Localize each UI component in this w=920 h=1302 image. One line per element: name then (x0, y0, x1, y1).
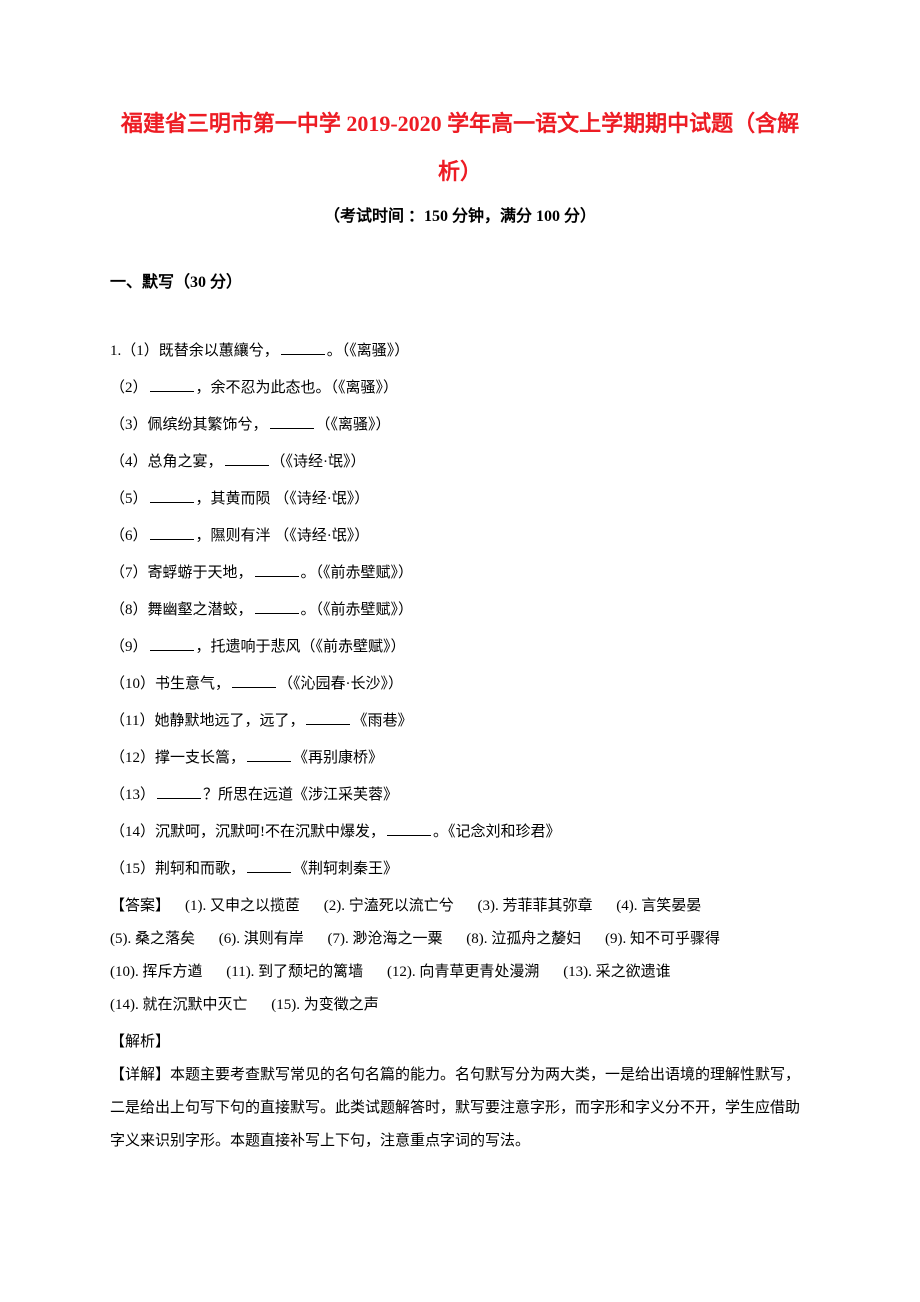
analysis-block: 【解析】 【详解】本题主要考查默写常见的名句名篇的能力。名句默写分为两大类，一是… (110, 1026, 810, 1158)
answer-item: (10). 挥斥方遒 (110, 964, 203, 980)
question-line: （14）沉默呵，沉默呵!不在沉默中爆发， 。《记念刘和珍君》 (110, 816, 810, 849)
detail-row: 【详解】本题主要考查默写常见的名句名篇的能力。名句默写分为两大类，一是给出语境的… (110, 1059, 810, 1158)
question-suffix: 。（《前赤壁赋》） (301, 602, 414, 618)
question-line: （15）荆轲和而歌， 《荆轲刺秦王》 (110, 853, 810, 886)
question-suffix: ，其黄而陨 （《诗经·氓》） (196, 491, 370, 507)
question-prefix: （14）沉默呵，沉默呵!不在沉默中爆发， (110, 824, 385, 840)
analysis-label: 【解析】 (110, 1026, 810, 1059)
question-suffix: ？所思在远道《涉江采芙蓉》 (203, 787, 398, 803)
divider-wavy-top (110, 247, 810, 255)
question-suffix: （《诗经·氓》） (271, 454, 366, 470)
question-line: （6） ，隰则有泮 （《诗经·氓》） (110, 520, 810, 553)
fill-blank (306, 710, 350, 725)
answer-item: (1). 又申之以揽茝 (185, 898, 300, 914)
question-line: （7）寄蜉蝣于天地， 。（《前赤壁赋》） (110, 557, 810, 590)
answer-label: 【答案】 (110, 898, 170, 914)
question-suffix: 。《记念刘和珍君》 (433, 824, 561, 840)
answer-item: (12). 向青草更青处漫溯 (387, 964, 540, 980)
question-prefix: 1.（1）既替余以蕙纕兮， (110, 343, 279, 359)
question-prefix: （12）撑一支长篙， (110, 750, 245, 766)
fill-blank (255, 599, 299, 614)
question-line: （9） ，托遗响于悲风（《前赤壁赋》） (110, 631, 810, 664)
fill-blank (270, 414, 314, 429)
question-suffix: ，余不忍为此态也。（《离骚》） (196, 380, 399, 396)
question-prefix: （4）总角之宴， (110, 454, 223, 470)
exam-info: （考试时间 ：150 分钟，满分 100 分） (110, 205, 810, 229)
question-prefix: （3）佩缤纷其繁饰兮， (110, 417, 268, 433)
answer-item: (11). 到了颓圮的篱墙 (226, 964, 363, 980)
answer-item: (2). 宁溘死以流亡兮 (324, 898, 454, 914)
fill-blank (225, 451, 269, 466)
question-prefix: （11）她静默地远了，远了， (110, 713, 304, 729)
question-suffix: 。（《前赤壁赋》） (301, 565, 414, 581)
fill-blank (255, 562, 299, 577)
question-line: （12）撑一支长篙， 《再别康桥》 (110, 742, 810, 775)
question-line: （13） ？所思在远道《涉江采芙蓉》 (110, 779, 810, 812)
question-suffix: （《沁园春·长沙》） (278, 676, 403, 692)
question-suffix: 。（《离骚》） (327, 343, 410, 359)
answer-item: (8). 泣孤舟之嫠妇 (466, 931, 581, 947)
question-prefix: （8）舞幽壑之潜蛟， (110, 602, 253, 618)
question-line: （8）舞幽壑之潜蛟， 。（《前赤壁赋》） (110, 594, 810, 627)
question-line: （2） ，余不忍为此态也。（《离骚》） (110, 372, 810, 405)
detail-text: 本题主要考查默写常见的名句名篇的能力。名句默写分为两大类，一是给出语境的理解性默… (110, 1067, 800, 1149)
answer-item: (15). 为变徵之声 (271, 997, 379, 1013)
fill-blank (150, 636, 194, 651)
exam-title: 福建省三明市第一中学 2019-2020 学年高一语文上学期期中试题（含解析） (110, 100, 810, 197)
fill-blank (232, 673, 276, 688)
question-prefix: （13） (110, 787, 155, 803)
detail-label: 【详解】 (110, 1067, 170, 1083)
question-prefix: （7）寄蜉蝣于天地， (110, 565, 253, 581)
section-header: 一、默写（30 分） (110, 271, 810, 295)
question-line: （5） ，其黄而陨 （《诗经·氓》） (110, 483, 810, 516)
fill-blank (281, 340, 325, 355)
answer-item: (13). 采之欲遗谁 (563, 964, 671, 980)
question-suffix: （《离骚》） (316, 417, 391, 433)
question-prefix: （9） (110, 639, 148, 655)
divider-wavy-bottom (110, 311, 810, 319)
fill-blank (150, 525, 194, 540)
question-line: 1.（1）既替余以蕙纕兮， 。（《离骚》） (110, 335, 810, 368)
question-prefix: （2） (110, 380, 148, 396)
fill-blank (247, 858, 291, 873)
question-prefix: （10）书生意气， (110, 676, 230, 692)
fill-blank (150, 488, 194, 503)
answer-item: (9). 知不可乎骤得 (605, 931, 720, 947)
fill-blank (387, 821, 431, 836)
question-prefix: （6） (110, 528, 148, 544)
question-suffix: 《雨巷》 (352, 713, 412, 729)
fill-blank (247, 747, 291, 762)
question-prefix: （15）荆轲和而歌， (110, 861, 245, 877)
question-suffix: 《荆轲刺秦王》 (293, 861, 398, 877)
answer-item: (14). 就在沉默中灭亡 (110, 997, 248, 1013)
answer-item: (3). 芳菲菲其弥章 (478, 898, 593, 914)
question-suffix: 《再别康桥》 (293, 750, 383, 766)
answer-item: (5). 桑之落矣 (110, 931, 195, 947)
question-line: （10）书生意气， （《沁园春·长沙》） (110, 668, 810, 701)
fill-blank (150, 377, 194, 392)
answer-item: (6). 淇则有岸 (219, 931, 304, 947)
question-prefix: （5） (110, 491, 148, 507)
fill-blank (157, 784, 201, 799)
question-suffix: ，隰则有泮 （《诗经·氓》） (196, 528, 370, 544)
answer-item: (4). 言笑晏晏 (616, 898, 701, 914)
question-line: （3）佩缤纷其繁饰兮， （《离骚》） (110, 409, 810, 442)
answer-item: (7). 渺沧海之一粟 (328, 931, 443, 947)
answers-block: 【答案】 (1). 又申之以揽茝 (2). 宁溘死以流亡兮 (3). 芳菲菲其弥… (110, 890, 810, 1022)
question-suffix: ，托遗响于悲风（《前赤壁赋》） (196, 639, 406, 655)
questions-list: 1.（1）既替余以蕙纕兮， 。（《离骚》） （2） ，余不忍为此态也。（《离骚》） （3… (110, 335, 810, 886)
question-line: （11）她静默地远了，远了， 《雨巷》 (110, 705, 810, 738)
question-line: （4）总角之宴， （《诗经·氓》） (110, 446, 810, 479)
